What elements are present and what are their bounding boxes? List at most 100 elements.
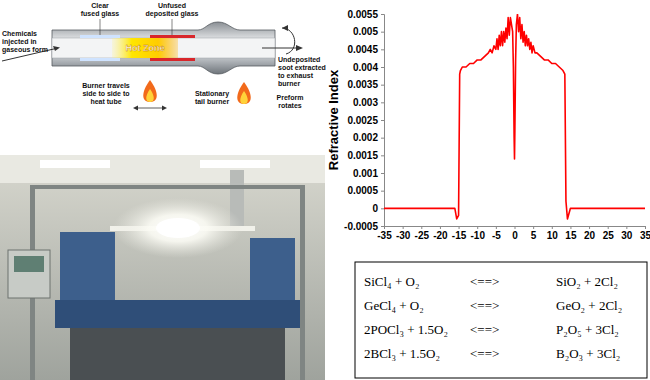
diagram-label: burner bbox=[278, 80, 300, 87]
index-profile-line bbox=[384, 14, 645, 219]
tube-bore bbox=[52, 38, 275, 58]
x-tick: -35 bbox=[377, 226, 392, 241]
y-tick: 0.001 bbox=[353, 168, 384, 179]
y-tick-label: 0.0055 bbox=[347, 9, 378, 20]
fused-glass-layer bbox=[80, 58, 120, 61]
travelling-burner-core bbox=[146, 89, 154, 102]
x-tick-mark bbox=[608, 226, 609, 229]
x-tick: 25 bbox=[603, 226, 615, 241]
diagram-label: tail burner bbox=[195, 98, 230, 105]
travelling-burner bbox=[143, 80, 157, 102]
x-tick-label: -30 bbox=[396, 230, 411, 241]
fused-glass-layer bbox=[80, 35, 120, 38]
control-screen bbox=[14, 256, 44, 272]
y-tick-label: 0.0025 bbox=[347, 115, 378, 126]
table-cell: P₂O₅ + 3Cl₂ bbox=[556, 322, 619, 337]
diagram-label: Burner travels bbox=[82, 82, 130, 89]
y-tick-mark bbox=[381, 49, 384, 50]
diagram-label: injected in bbox=[2, 38, 37, 46]
y-tick-mark bbox=[381, 226, 384, 227]
x-tick-label: 20 bbox=[584, 230, 596, 241]
x-tick-label: 25 bbox=[603, 230, 615, 241]
table-cell: SiO₂ + 2Cl₂ bbox=[556, 274, 618, 289]
table-cell: GeO₂ + 2Cl₂ bbox=[556, 298, 622, 313]
burner-flame bbox=[156, 218, 200, 238]
diagram-label: side to side to bbox=[82, 90, 129, 97]
lab-photo bbox=[0, 155, 325, 380]
y-axis-line bbox=[381, 15, 385, 227]
y-tick: 0 bbox=[372, 203, 384, 214]
x-tick-label: 30 bbox=[621, 230, 633, 241]
travel-arrow-head bbox=[162, 106, 167, 111]
page: Clearfused glassUnfuseddeposited glassCh… bbox=[0, 0, 650, 380]
y-tick-mark bbox=[381, 120, 384, 121]
x-tick-mark bbox=[626, 226, 627, 229]
x-tick-mark bbox=[589, 226, 590, 229]
x-tick-mark bbox=[459, 226, 460, 229]
x-tick-label: -5 bbox=[492, 230, 501, 241]
control-box bbox=[8, 250, 50, 298]
diagram-label: soot extracted bbox=[278, 64, 326, 71]
table-cell: SiCl₄ + O₂ bbox=[364, 274, 419, 289]
x-tick-mark bbox=[440, 226, 441, 229]
y-tick-mark bbox=[381, 155, 384, 156]
y-tick: 0.0045 bbox=[347, 44, 384, 55]
table-cell: 2BCl₃ + 1.5O₂ bbox=[364, 346, 440, 361]
x-tick-label: 15 bbox=[565, 230, 577, 241]
leader-line bbox=[100, 19, 101, 35]
table-border bbox=[355, 262, 647, 378]
y-tick-label: 0.0005 bbox=[347, 185, 378, 196]
y-axis: -0.000500.00050.0010.00150.0020.00250.00… bbox=[344, 9, 384, 232]
y-tick-mark bbox=[381, 102, 384, 103]
leader-line bbox=[172, 19, 173, 35]
tail-burner bbox=[237, 82, 251, 104]
y-tick-mark bbox=[381, 138, 384, 139]
x-tick-mark bbox=[552, 226, 553, 229]
diagram-label: Unfused bbox=[158, 2, 186, 9]
y-tick: 0.0035 bbox=[347, 79, 384, 90]
y-tick-label: 0.0015 bbox=[347, 150, 378, 161]
table-cell: GeCl₄ + O₂ bbox=[364, 298, 424, 313]
x-tick-label: -35 bbox=[377, 230, 392, 241]
diagram-label: to exhaust bbox=[278, 72, 314, 79]
diagram-label: Stationary bbox=[195, 90, 229, 98]
y-tick-mark bbox=[381, 173, 384, 174]
y-tick-mark bbox=[381, 67, 384, 68]
rotation-arrow bbox=[282, 28, 295, 54]
tail-burner-core bbox=[240, 91, 248, 104]
lathe-stand bbox=[70, 328, 285, 380]
y-tick-label: 0 bbox=[372, 203, 378, 214]
x-tick-mark bbox=[645, 226, 646, 229]
y-tick-label: 0.003 bbox=[353, 97, 378, 108]
diagram-label: Clear bbox=[91, 2, 109, 9]
x-tick: -20 bbox=[433, 226, 448, 241]
x-tick: -25 bbox=[415, 226, 430, 241]
table-cell: <==> bbox=[470, 274, 499, 289]
chart: -0.000500.00050.0010.00150.0020.00250.00… bbox=[326, 9, 650, 241]
x-tick: -5 bbox=[492, 226, 501, 241]
rotation-arrow-head bbox=[282, 25, 288, 31]
diagram-label: deposited glass bbox=[146, 10, 199, 18]
x-axis-line bbox=[385, 227, 646, 230]
travel-arrow bbox=[136, 108, 164, 109]
y-tick-mark bbox=[381, 32, 384, 33]
x-tick-mark bbox=[421, 226, 422, 229]
diagram-label: Hot Zone bbox=[126, 43, 165, 53]
ceiling-light bbox=[40, 160, 110, 168]
inlet-arrow-head bbox=[53, 46, 60, 51]
frame-beam bbox=[30, 185, 305, 189]
x-tick: 5 bbox=[531, 226, 537, 241]
ceiling bbox=[0, 155, 325, 183]
y-tick-mark bbox=[381, 14, 384, 15]
x-tick: 10 bbox=[547, 226, 559, 241]
frame-post bbox=[300, 185, 305, 380]
lathe-bed bbox=[55, 300, 300, 328]
x-tick: 35 bbox=[640, 226, 650, 241]
x-axis: -35-30-25-20-15-10-505101520253035 bbox=[377, 226, 650, 241]
mcvd-diagram: Clearfused glassUnfuseddeposited glassCh… bbox=[2, 2, 326, 111]
table-cell: B₂O₃ + 3Cl₂ bbox=[556, 346, 620, 361]
tube bbox=[52, 22, 275, 74]
deposited-layer bbox=[150, 35, 195, 38]
y-tick: 0.004 bbox=[353, 62, 384, 73]
y-tick-mark bbox=[381, 85, 384, 86]
